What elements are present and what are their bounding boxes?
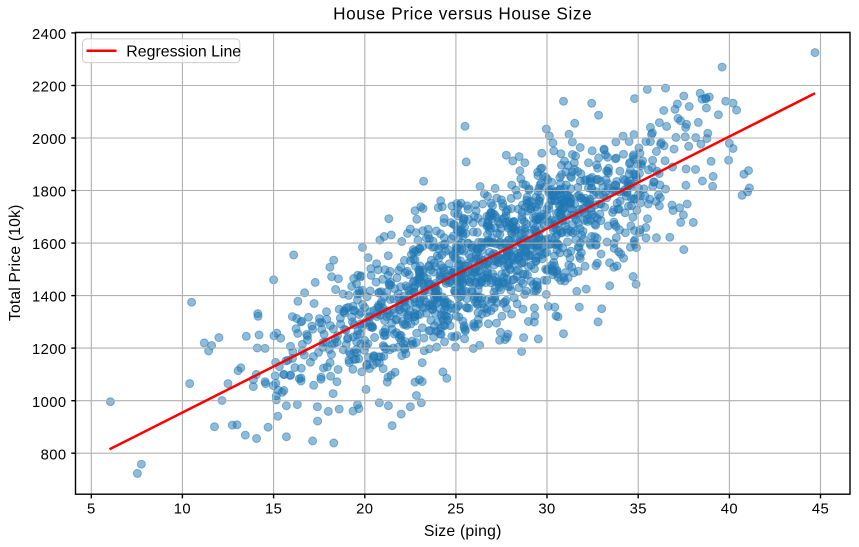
svg-text:Total Price (10k): Total Price (10k): [7, 204, 24, 321]
svg-text:15: 15: [265, 502, 282, 518]
svg-text:2400: 2400: [32, 27, 67, 43]
svg-text:25: 25: [447, 502, 464, 518]
svg-text:1800: 1800: [32, 185, 67, 201]
svg-text:1400: 1400: [32, 290, 67, 306]
svg-text:800: 800: [41, 447, 67, 463]
svg-text:House Price versus House Size: House Price versus House Size: [333, 4, 592, 24]
svg-text:2000: 2000: [32, 132, 67, 148]
svg-text:10: 10: [174, 502, 191, 518]
svg-text:Regression Line: Regression Line: [126, 43, 241, 60]
svg-text:1200: 1200: [32, 342, 67, 358]
svg-text:45: 45: [812, 502, 829, 518]
svg-text:Size (ping): Size (ping): [424, 523, 502, 540]
svg-text:30: 30: [538, 502, 555, 518]
svg-text:1000: 1000: [32, 395, 67, 411]
svg-text:1600: 1600: [32, 237, 67, 253]
svg-text:2200: 2200: [32, 80, 67, 96]
svg-text:35: 35: [630, 502, 647, 518]
svg-text:40: 40: [721, 502, 738, 518]
svg-text:20: 20: [356, 502, 373, 518]
svg-text:5: 5: [87, 502, 96, 518]
